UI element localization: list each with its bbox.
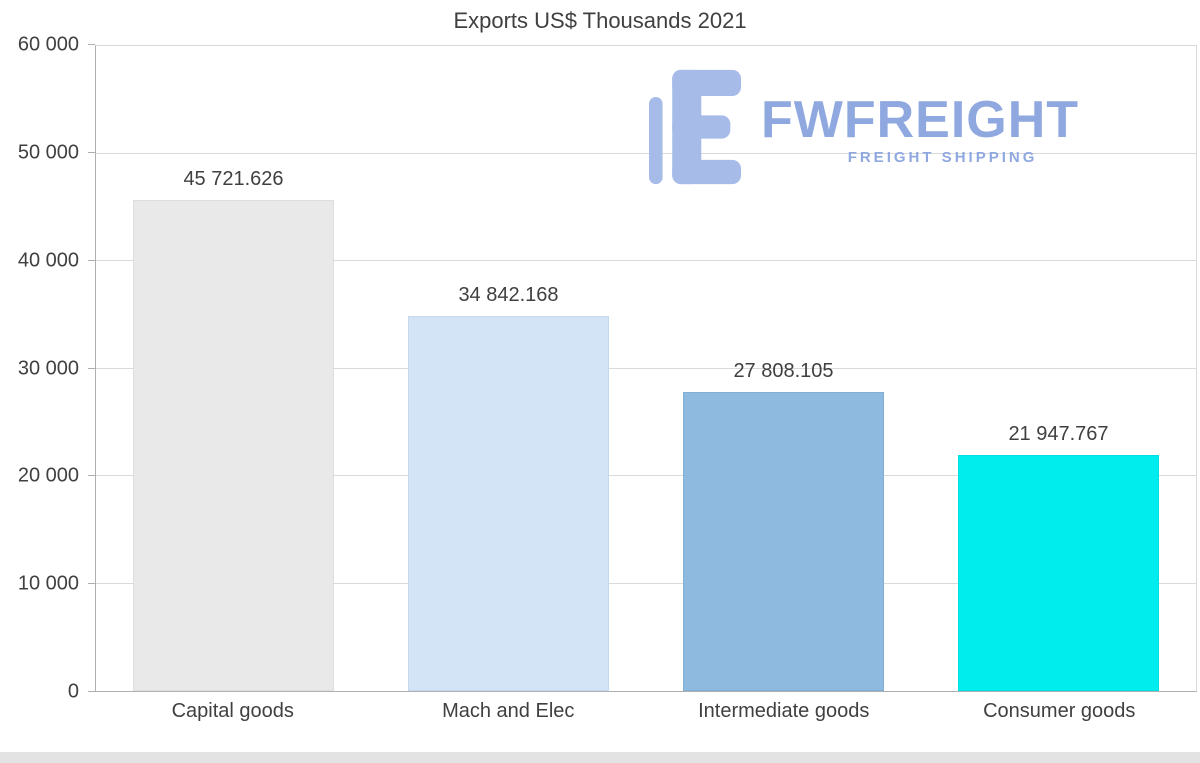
x-axis: Capital goods Mach and Elec Intermediate g…	[95, 700, 1197, 723]
y-tick-mark	[88, 259, 95, 261]
y-tick-mark	[88, 44, 95, 45]
y-tick-label: 60 000	[17, 33, 79, 56]
gridline	[96, 475, 1196, 476]
bottom-scrollbar[interactable]	[0, 752, 1200, 763]
chart-title: Exports US$ Thousands 2021	[453, 8, 747, 33]
y-tick-label: 0	[67, 680, 79, 703]
y-tick-label: 20 000	[17, 464, 79, 487]
y-tick-label: 50 000	[17, 141, 79, 164]
gridline	[96, 152, 1196, 154]
bar-value-label: 45 721.626	[183, 167, 284, 190]
y-tick-label: 10 000	[17, 572, 79, 595]
bar-column: 21 947.767	[921, 46, 1196, 691]
gridlines	[96, 46, 1196, 691]
y-tick-mark	[88, 583, 95, 585]
bar-column: 45 721.626	[96, 46, 371, 691]
bar-column: 27 808.105	[646, 46, 921, 691]
x-category-label: Consumer goods	[983, 700, 1136, 722]
y-tick-label: 30 000	[17, 357, 79, 379]
bar[interactable]	[683, 392, 884, 691]
y-tick-mark	[88, 151, 95, 153]
bar-value-label: 21 947.767	[1008, 423, 1109, 446]
bar-value-label: 27 808.105	[733, 360, 834, 383]
y-tick-label: 40 000	[17, 249, 79, 272]
bar[interactable]	[408, 316, 609, 691]
bar[interactable]	[133, 199, 334, 691]
bar[interactable]	[958, 455, 1159, 691]
gridline	[96, 367, 1196, 369]
x-category-label: Intermediate goods	[698, 700, 870, 722]
y-axis: 0 10 000 20 000 30 000 40 000 50 000 60 000	[0, 34, 95, 703]
bar-column: 34 842.168	[371, 46, 646, 691]
plot-columns: 45 721.626 34 842.168 27 808.105 21 947.767	[96, 46, 1196, 691]
bar-value-label: 34 842.168	[458, 284, 559, 307]
plot-area: FWFREIGHT FREIGHT SHIPPING 45 721.626 34 …	[95, 45, 1197, 692]
y-tick-mark	[88, 691, 95, 692]
x-category-label: Mach and Elec	[442, 700, 575, 722]
y-tick-mark	[88, 367, 95, 369]
y-tick-mark	[88, 475, 95, 477]
gridline	[96, 582, 1196, 584]
gridline	[96, 260, 1196, 261]
x-category-label: Capital goods	[171, 700, 294, 722]
